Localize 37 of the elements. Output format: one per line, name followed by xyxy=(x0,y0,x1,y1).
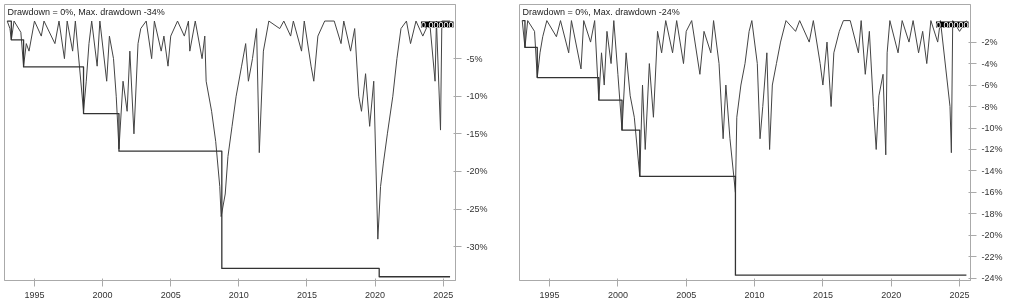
x-tick-label: 2005 xyxy=(676,289,697,300)
y-tick-label: -14% xyxy=(981,165,1003,176)
chart-title: Drawdown = 0%, Max. drawdown -34% xyxy=(7,6,165,17)
annotation: 0.00000 xyxy=(420,19,454,30)
annotation: 0.00000 xyxy=(935,19,969,30)
y-tick-label: -10% xyxy=(981,123,1003,133)
y-tick-label: -6% xyxy=(981,80,998,91)
x-tick-label: 2010 xyxy=(744,289,765,300)
x-tick-label: 2015 xyxy=(296,289,317,300)
y-tick-label: -10% xyxy=(466,91,488,102)
x-tick-label: 2000 xyxy=(92,289,113,300)
x-tick-label: 2020 xyxy=(881,289,902,300)
x-tick-label: 2025 xyxy=(433,289,454,300)
y-tick-label: -20% xyxy=(466,166,488,177)
y-tick-label: -30% xyxy=(466,241,488,252)
x-tick-label: 2000 xyxy=(607,289,628,300)
x-tick-label: 2025 xyxy=(949,289,970,300)
y-tick-label: -20% xyxy=(981,230,1003,241)
x-tick-label: 2015 xyxy=(812,289,833,300)
x-tick-label: 2020 xyxy=(365,289,386,300)
y-tick-label: -24% xyxy=(981,273,1003,284)
y-tick-label: -18% xyxy=(981,208,1003,219)
y-tick-label: -22% xyxy=(981,251,1003,262)
y-tick-label: -4% xyxy=(981,58,998,69)
y-tick-label: -15% xyxy=(466,128,488,139)
y-tick-label: -12% xyxy=(981,144,1003,155)
x-tick-label: 1995 xyxy=(539,289,560,300)
line-series xyxy=(521,20,967,193)
x-tick-label: 2010 xyxy=(228,289,249,300)
chart-title: Drawdown = 0%, Max. drawdown -24% xyxy=(522,6,680,17)
x-tick-label: 2005 xyxy=(160,289,181,300)
y-tick-label: -25% xyxy=(466,204,488,215)
y-tick-label: -8% xyxy=(981,101,998,112)
x-tick-label: 1995 xyxy=(24,289,45,300)
y-tick-label: -2% xyxy=(981,37,998,48)
y-tick-label: -5% xyxy=(466,53,483,64)
y-tick-label: -16% xyxy=(981,187,1003,198)
